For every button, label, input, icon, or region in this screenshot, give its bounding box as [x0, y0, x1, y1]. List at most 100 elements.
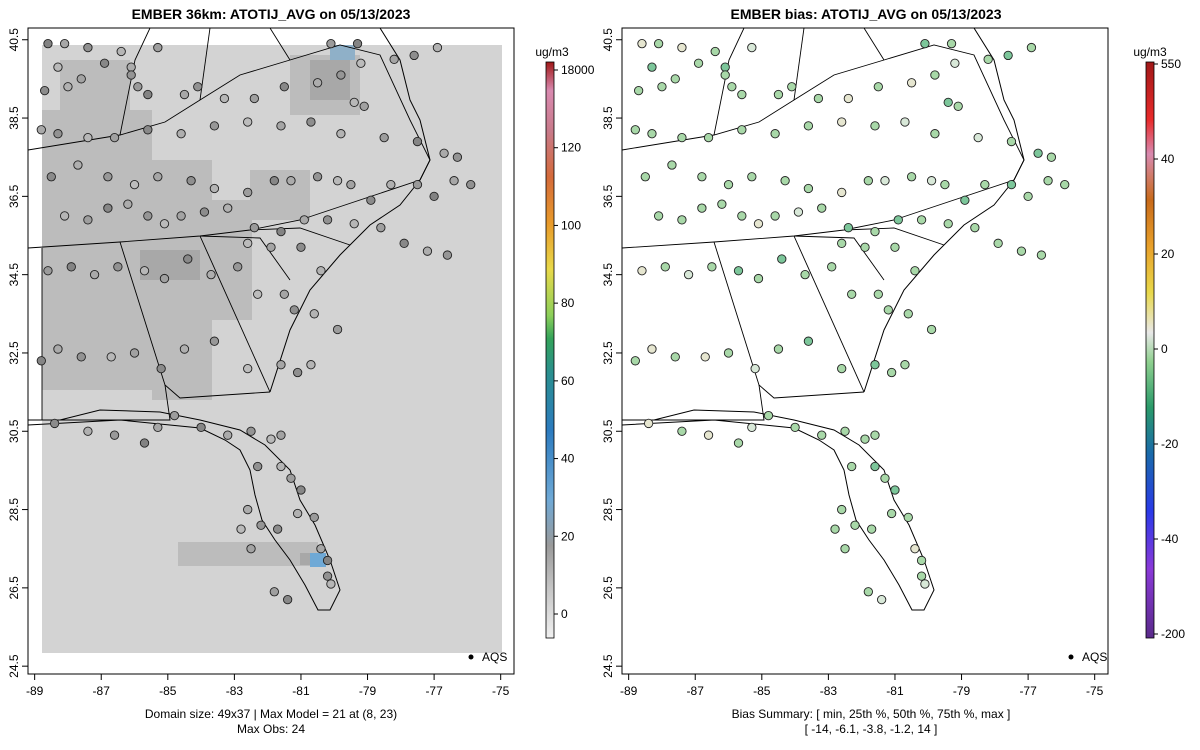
- model-site-marker: [126, 70, 136, 80]
- bias-site-marker: [747, 422, 757, 432]
- model-site-marker: [352, 39, 363, 49]
- bias-site-marker: [647, 129, 657, 139]
- bias-site-marker: [773, 344, 784, 354]
- model-site-marker: [46, 172, 56, 182]
- bias-site-marker: [700, 352, 710, 362]
- bias-x-tick-label: -81: [886, 684, 904, 698]
- model-site-marker: [233, 262, 243, 272]
- bias-site-marker: [633, 85, 644, 96]
- bias-site-marker: [1003, 50, 1013, 61]
- bias-site-markers: [630, 39, 1070, 605]
- model-site-marker: [49, 418, 60, 429]
- bias-site-marker: [906, 78, 917, 88]
- bias-site-marker: [630, 356, 640, 366]
- model-site-marker: [439, 148, 449, 158]
- model-site-marker: [153, 172, 163, 182]
- bias-site-marker: [903, 512, 913, 523]
- model-site-marker: [312, 172, 323, 182]
- model-site-marker: [76, 352, 86, 362]
- model-site-marker: [179, 89, 190, 100]
- model-site-marker: [133, 82, 143, 92]
- bias-y-tick-label: 24.5: [601, 654, 615, 678]
- bias-site-marker: [827, 262, 837, 272]
- model-site-marker: [129, 179, 140, 190]
- bias-y-axis: 40.5 38.5 36.5 34.5 32.5 30.5 28.5 26.5 24.5: [601, 28, 622, 678]
- bias-y-tick-label: 34.5: [601, 263, 615, 287]
- model-site-marker: [179, 344, 190, 354]
- bias-site-marker: [973, 132, 983, 143]
- bias-site-marker: [763, 410, 774, 421]
- bias-site-marker: [906, 172, 917, 182]
- bias-colorbar-tick-label: -40: [1161, 532, 1179, 546]
- model-site-marker: [412, 136, 423, 147]
- model-site-marker: [53, 344, 63, 354]
- bias-y-tick-label: 26.5: [601, 576, 615, 600]
- model-site-marker: [73, 160, 83, 170]
- bias-site-marker: [880, 473, 890, 483]
- model-y-tick-label: 26.5: [7, 576, 21, 600]
- model-site-marker: [269, 176, 279, 186]
- bias-site-marker: [870, 430, 880, 440]
- bias-site-marker: [830, 524, 840, 534]
- model-site-marker: [249, 93, 260, 104]
- bias-site-marker: [770, 129, 780, 139]
- model-site-marker: [432, 42, 443, 53]
- bias-site-marker: [733, 266, 744, 276]
- model-site-marker: [286, 176, 296, 186]
- bias-site-marker: [817, 430, 827, 440]
- bias-site-marker: [693, 58, 704, 68]
- bias-x-tick-label: -77: [1019, 684, 1037, 698]
- model-site-marker: [43, 266, 53, 276]
- model-max-cell: [310, 553, 326, 567]
- model-high-cell-north: [330, 45, 355, 60]
- bias-site-marker: [860, 434, 870, 444]
- bias-site-marker: [867, 524, 877, 534]
- bias-site-marker: [930, 70, 940, 80]
- model-site-marker: [326, 39, 336, 49]
- bias-site-marker: [953, 101, 963, 111]
- bias-site-marker: [773, 89, 784, 100]
- model-site-marker: [276, 226, 286, 237]
- bias-site-marker: [803, 121, 814, 131]
- bias-site-marker: [793, 207, 804, 217]
- model-site-marker: [139, 266, 150, 276]
- bias-site-marker: [750, 363, 760, 374]
- bias-site-marker: [926, 176, 937, 186]
- model-x-tick-label: -89: [26, 684, 44, 698]
- bias-site-marker: [637, 266, 647, 276]
- model-y-tick-label: 38.5: [7, 106, 21, 130]
- bias-site-marker: [717, 199, 727, 209]
- model-site-marker: [39, 85, 50, 96]
- bias-colorbar-tick-label: 20: [1161, 247, 1175, 261]
- bias-site-marker: [660, 262, 670, 272]
- model-site-marker: [386, 179, 396, 190]
- bias-y-tick-label: 36.5: [601, 184, 615, 208]
- bias-y-tick-label: 40.5: [601, 28, 615, 52]
- bias-legend-label: AQS: [1082, 650, 1107, 664]
- model-x-tick-label: -81: [292, 684, 310, 698]
- model-plot-frame: [27, 27, 515, 675]
- bias-site-marker: [980, 179, 990, 190]
- bias-site-marker: [630, 125, 640, 135]
- bias-site-marker: [840, 544, 850, 554]
- model-site-marker: [143, 211, 153, 221]
- model-site-marker: [143, 89, 153, 100]
- model-site-markers: [36, 39, 476, 605]
- model-coastline: [28, 28, 431, 611]
- bias-site-marker: [903, 309, 913, 319]
- model-site-marker: [336, 129, 346, 139]
- model-x-tick-label: -87: [93, 684, 111, 698]
- model-site-marker: [306, 360, 316, 370]
- model-colorbar-tick-label: 100: [561, 218, 581, 232]
- model-panel-title: EMBER 36km: ATOTIJ_AVG on 05/13/2023: [132, 6, 411, 22]
- bias-site-marker: [840, 426, 850, 436]
- model-site-marker: [169, 410, 180, 421]
- bias-site-marker: [843, 223, 854, 233]
- bias-footer-line2: [ -14, -6.1, -3.8, -1.2, 14 ]: [805, 722, 938, 736]
- bias-site-marker: [910, 266, 920, 276]
- model-site-marker: [322, 571, 333, 581]
- bias-site-marker: [837, 187, 847, 198]
- model-site-marker: [243, 363, 253, 374]
- model-site-marker: [223, 203, 233, 213]
- model-colorbar-tick-label: 0: [561, 607, 568, 621]
